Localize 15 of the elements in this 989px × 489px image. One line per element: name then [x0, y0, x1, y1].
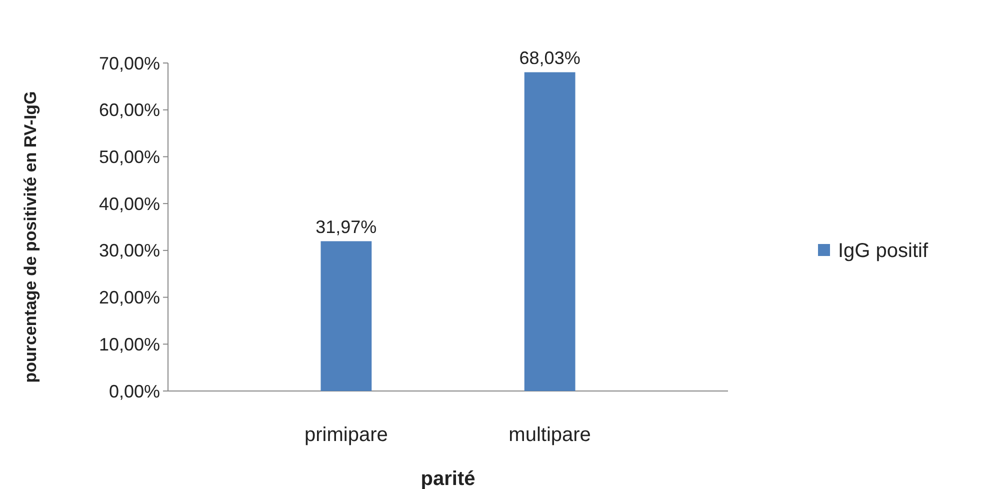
y-tick-label: 50,00% — [98, 147, 160, 168]
x-axis-title: parité — [420, 468, 476, 489]
y-axis-title: pourcentage de positivité en RV-IgG — [21, 91, 40, 383]
x-tick-label: primipare — [304, 424, 388, 446]
legend-label: IgG positif — [838, 240, 928, 262]
y-tick-label: 40,00% — [98, 194, 160, 214]
y-tick-label: 70,00% — [98, 53, 160, 74]
y-tick-label: 10,00% — [98, 334, 160, 354]
x-tick-label: multipare — [508, 424, 591, 446]
y-tick-label: 30,00% — [98, 240, 160, 261]
data-label: 31,97% — [316, 217, 377, 238]
y-tick-label: 20,00% — [98, 288, 160, 308]
y-tick-label: 0,00% — [108, 381, 160, 402]
y-tick-label: 60,00% — [98, 100, 160, 120]
data-label: 68,03% — [519, 48, 580, 68]
